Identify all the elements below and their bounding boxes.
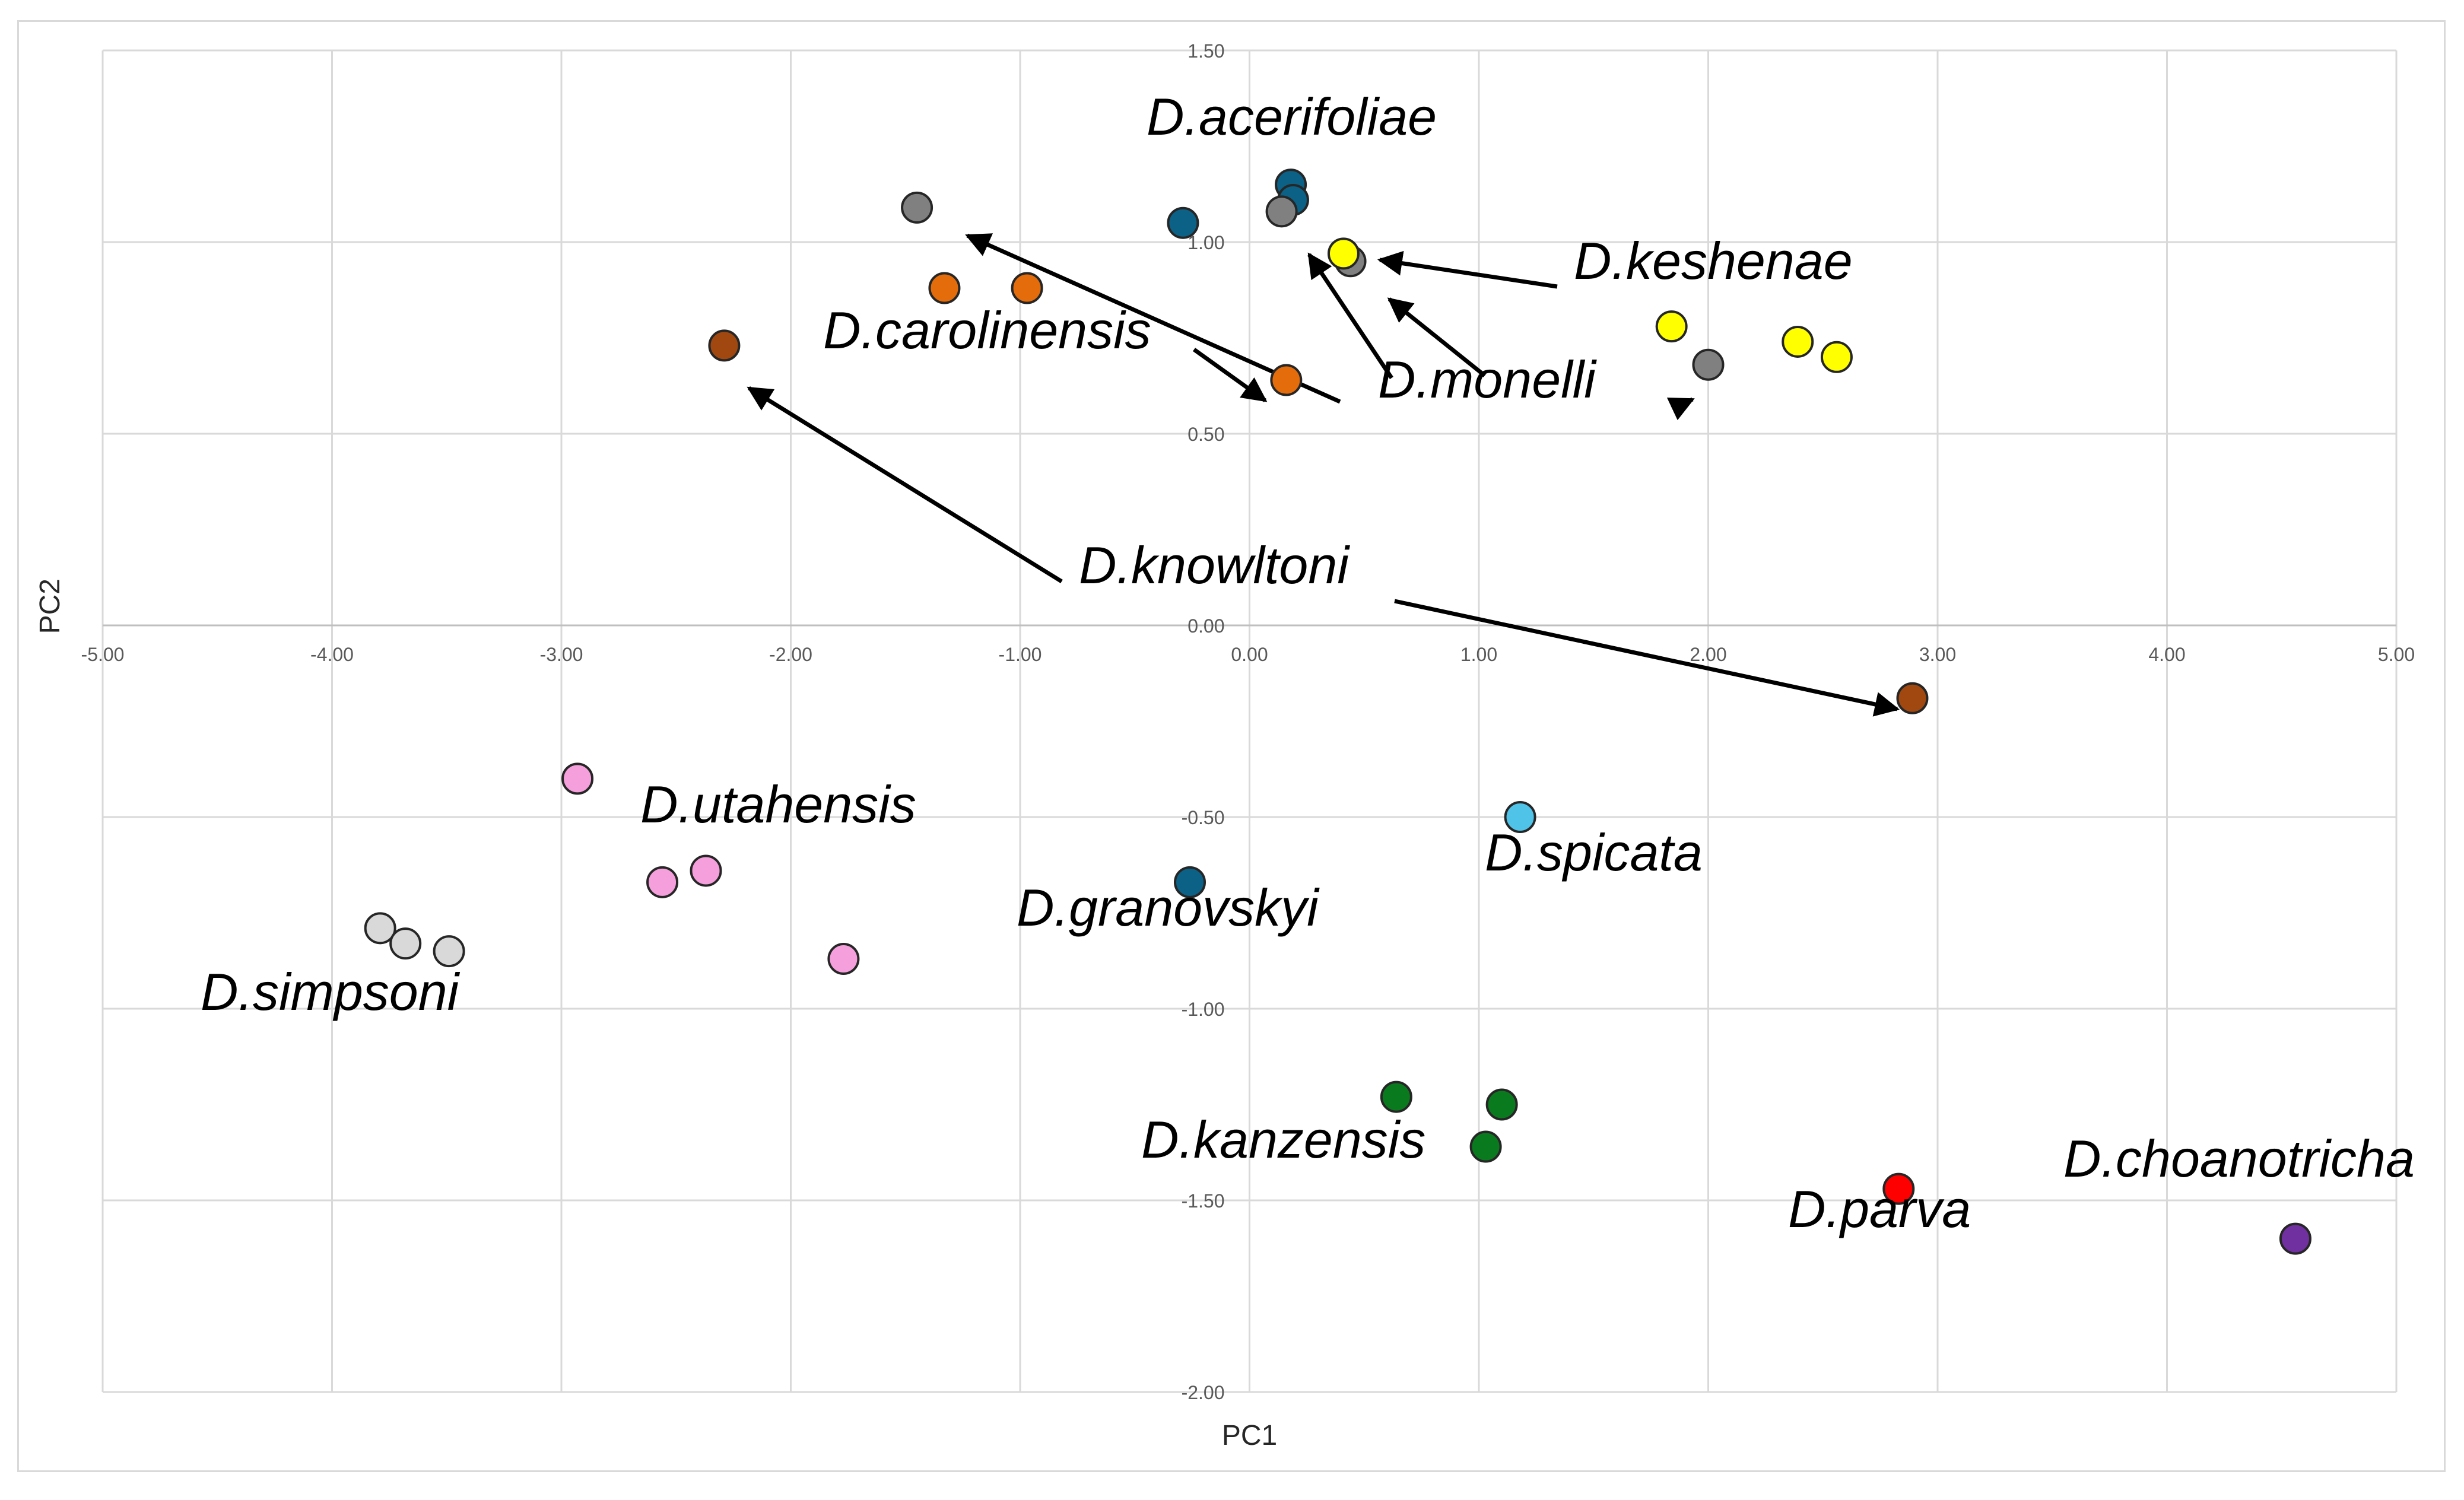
x-tick-label: 3.00 (1919, 644, 1956, 665)
data-point (2279, 1222, 2311, 1255)
annotation-arrow (1387, 297, 1487, 377)
x-tick-label: -5.00 (81, 644, 125, 665)
species-label: D.utahensis (640, 775, 916, 834)
x-tick-label: 0.00 (1231, 644, 1268, 665)
data-point (1167, 206, 1199, 239)
data-point (1882, 1172, 1915, 1205)
data-point (1485, 1088, 1518, 1121)
species-label: D.carolinensis (823, 301, 1151, 360)
data-point (928, 272, 961, 304)
data-point (690, 854, 722, 887)
y-tick-label: 1.00 (1187, 232, 1224, 253)
x-tick-label: -2.00 (769, 644, 812, 665)
y-tick-label: -0.50 (1182, 807, 1225, 828)
data-point (561, 762, 594, 795)
data-point (1380, 1080, 1412, 1113)
data-point (1896, 682, 1929, 714)
x-tick-label: -1.00 (999, 644, 1042, 665)
data-point (1011, 272, 1043, 304)
species-label: D.knowltoni (1079, 536, 1350, 595)
data-point (1504, 801, 1536, 833)
species-label: D.choanotricha (2063, 1129, 2415, 1188)
data-point (1174, 866, 1206, 898)
y-axis-title: PC2 (34, 579, 66, 634)
y-tick-label: 0.00 (1187, 615, 1224, 637)
x-tick-label: 2.00 (1690, 644, 1726, 665)
species-label: D.acerifoliae (1147, 87, 1437, 146)
species-label: D.granovskyi (1017, 878, 1320, 937)
y-tick-label: -1.00 (1182, 999, 1225, 1020)
data-point (1270, 364, 1303, 396)
x-tick-label: -4.00 (310, 644, 354, 665)
pca-scatter-chart: -5.00 -4.00 -3.00 -2.00 -1.00 0.00 1.00 2.00 3.0… (34, 40, 2415, 1451)
data-point (1469, 1130, 1502, 1163)
x-tick-label: 4.00 (2148, 644, 2185, 665)
data-point (389, 927, 422, 960)
data-point (1782, 325, 1814, 358)
y-tick-label: 0.50 (1187, 424, 1224, 445)
x-tick-label: 1.00 (1460, 644, 1497, 665)
data-point (901, 191, 933, 224)
data-point (1327, 237, 1360, 270)
annotation-arrow (1192, 348, 1268, 402)
x-axis-title: PC1 (1222, 1420, 1277, 1451)
data-point (708, 329, 741, 362)
species-label: D.parva (1788, 1180, 1971, 1238)
data-point (1692, 348, 1725, 381)
data-point (646, 866, 679, 898)
species-labels: D.acerifoliae D.keshenae D.carolinensis D.m… (201, 87, 2415, 1238)
chart-frame: -5.00 -4.00 -3.00 -2.00 -1.00 0.00 1.00 2.00 3.0… (17, 20, 2446, 1472)
annotation-arrow (1377, 250, 1558, 289)
tick-labels: -5.00 -4.00 -3.00 -2.00 -1.00 0.00 1.00 2.00 3.0… (81, 40, 2415, 1403)
species-label: D.monelli (1378, 350, 1597, 409)
data-point (827, 943, 860, 975)
data-point (1820, 341, 1853, 373)
data-point (1265, 195, 1298, 228)
gridlines (101, 49, 2398, 1393)
data-point (1655, 310, 1688, 343)
species-label: D.simpsoni (201, 962, 461, 1021)
annotation-arrow (1307, 252, 1393, 379)
species-label: D.keshenae (1574, 231, 1853, 290)
annotation-arrow (1666, 397, 1695, 421)
y-tick-label: -1.50 (1182, 1190, 1225, 1212)
data-points (364, 169, 2311, 1255)
y-tick-label: 1.50 (1187, 40, 1224, 62)
annotation-arrow (1394, 599, 1900, 717)
data-point (364, 912, 396, 945)
annotation-arrow (747, 386, 1063, 583)
x-tick-label: 5.00 (2378, 644, 2415, 665)
species-label: D.kanzensis (1141, 1110, 1425, 1169)
species-label: D.spicata (1485, 823, 1703, 882)
data-point (433, 935, 465, 968)
x-tick-label: -3.00 (540, 644, 583, 665)
y-tick-label: -2.00 (1182, 1382, 1225, 1403)
